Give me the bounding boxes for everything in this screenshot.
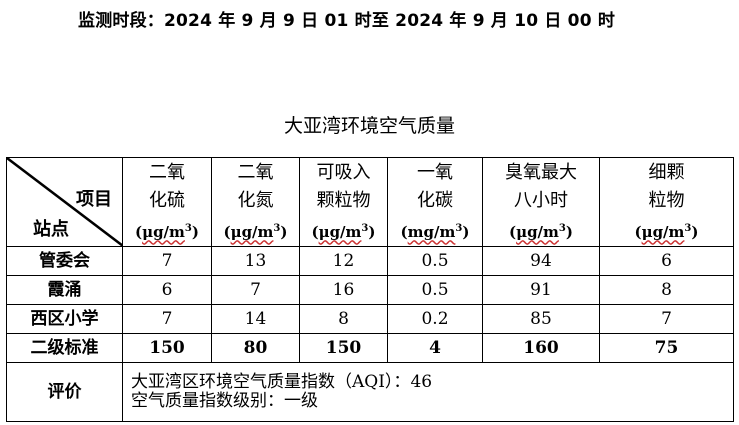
value-cell: 12: [299, 246, 388, 276]
value-cell: 91: [482, 275, 600, 305]
table-row: 西区小学 7 14 8 0.2 85 7: [6, 304, 734, 334]
unit-base: μg/m: [641, 222, 685, 241]
column-unit: (μg/m3): [134, 222, 199, 241]
unit-base: mg/m: [407, 222, 456, 241]
corner-header-cell: 项目 站点: [6, 157, 123, 247]
column-name-line2: 化碳: [417, 189, 453, 211]
station-name: 西区小学: [6, 304, 123, 334]
unit-sup: 3: [361, 222, 369, 234]
unit-sup: 3: [684, 222, 692, 234]
column-name-line2: 颗粒物: [316, 189, 371, 211]
header-row: 项目 站点 二氧 化硫 (μg/m3) 二氧 化氮 (μg/m3) 可吸入 颗粒…: [6, 157, 734, 247]
standard-value: 80: [211, 333, 300, 363]
evaluation-row: 评价 大亚湾区环境空气质量指数（AQI）：46 空气质量指数级别：一级: [6, 362, 734, 422]
table-title: 大亚湾环境空气质量: [283, 115, 455, 137]
value-cell: 14: [211, 304, 300, 334]
station-name: 霞涌: [6, 275, 123, 305]
column-name-line1: 二氧: [237, 161, 274, 183]
unit-sup: 3: [273, 222, 281, 234]
table-row: 管委会 7 13 12 0.5 94 6: [6, 246, 734, 276]
column-name-line2: 八小时: [514, 189, 568, 211]
diagonal-line: [7, 158, 123, 246]
column-name-line1: 可吸入: [316, 161, 371, 183]
value-cell: 8: [599, 275, 734, 305]
unit-sup: 3: [558, 222, 566, 234]
column-unit: (μg/m3): [508, 222, 573, 241]
column-name-line1: 一氧: [417, 161, 453, 183]
column-unit: (mg/m3): [400, 222, 470, 241]
value-cell: 7: [599, 304, 734, 334]
unit-base: μg/m: [230, 222, 274, 241]
value-cell: 8: [299, 304, 388, 334]
evaluation-label: 评价: [6, 362, 123, 422]
unit-base: μg/m: [318, 222, 362, 241]
table-row: 霞涌 6 7 16 0.5 91 8: [6, 275, 734, 305]
value-cell: 7: [122, 246, 212, 276]
value-cell: 0.5: [387, 246, 483, 276]
aqi-value: 46: [410, 372, 433, 393]
standard-row: 二级标准 150 80 150 4 160 75: [6, 333, 734, 363]
column-header-no2: 二氧 化氮 (μg/m3): [211, 157, 300, 247]
unit-base: μg/m: [142, 222, 185, 241]
value-cell: 0.5: [387, 275, 483, 305]
value-cell: 7: [122, 304, 212, 334]
evaluation-text: 大亚湾区环境空气质量指数（AQI）：46 空气质量指数级别：一级: [122, 362, 734, 422]
value-cell: 13: [211, 246, 300, 276]
column-header-pm10: 可吸入 颗粒物 (μg/m3): [299, 157, 388, 247]
air-quality-table: 项目 站点 二氧 化硫 (μg/m3) 二氧 化氮 (μg/m3) 可吸入 颗粒…: [6, 157, 734, 422]
column-header-so2: 二氧 化硫 (μg/m3): [122, 157, 212, 247]
aqi-label: 大亚湾区环境空气质量指数（AQI）：: [131, 372, 411, 393]
value-cell: 6: [599, 246, 734, 276]
column-header-pm25: 细颗 粒物 (μg/m3): [599, 157, 734, 247]
column-header-co: 一氧 化碳 (mg/m3): [387, 157, 483, 247]
corner-station-label: 站点: [33, 219, 69, 241]
column-unit: (μg/m3): [634, 222, 699, 241]
aqi-line: 大亚湾区环境空气质量指数（AQI）：46: [131, 373, 733, 392]
corner-item-label: 项目: [76, 189, 112, 210]
value-cell: 6: [122, 275, 212, 305]
value-cell: 85: [482, 304, 600, 334]
value-cell: 16: [299, 275, 388, 305]
value-cell: 0.2: [387, 304, 483, 334]
standard-value: 4: [387, 333, 483, 363]
station-name: 管委会: [6, 246, 123, 276]
column-unit: (μg/m3): [311, 222, 376, 241]
aqi-level: 空气质量指数级别：一级: [131, 391, 318, 411]
column-name-line2: 粒物: [648, 189, 685, 211]
column-unit: (μg/m3): [223, 222, 288, 241]
standard-value: 150: [122, 333, 212, 363]
unit-base: μg/m: [516, 222, 559, 241]
column-name-line1: 细颗: [648, 161, 685, 183]
value-cell: 7: [211, 275, 300, 305]
standard-value: 150: [299, 333, 388, 363]
column-name-line1: 二氧: [149, 161, 185, 183]
standard-value: 75: [599, 333, 734, 363]
standard-value: 160: [482, 333, 600, 363]
unit-sup: 3: [455, 222, 463, 234]
column-name-line2: 化氮: [237, 189, 274, 211]
value-cell: 94: [482, 246, 600, 276]
column-header-o3: 臭氧最大 八小时 (μg/m3): [482, 157, 600, 247]
monitoring-period: 监测时段：2024 年 9 月 9 日 01 时至 2024 年 9 月 10 …: [78, 11, 616, 31]
column-name-line1: 臭氧最大: [505, 161, 577, 183]
standard-label: 二级标准: [6, 333, 123, 363]
unit-sup: 3: [184, 222, 192, 234]
column-name-line2: 化硫: [149, 189, 185, 211]
